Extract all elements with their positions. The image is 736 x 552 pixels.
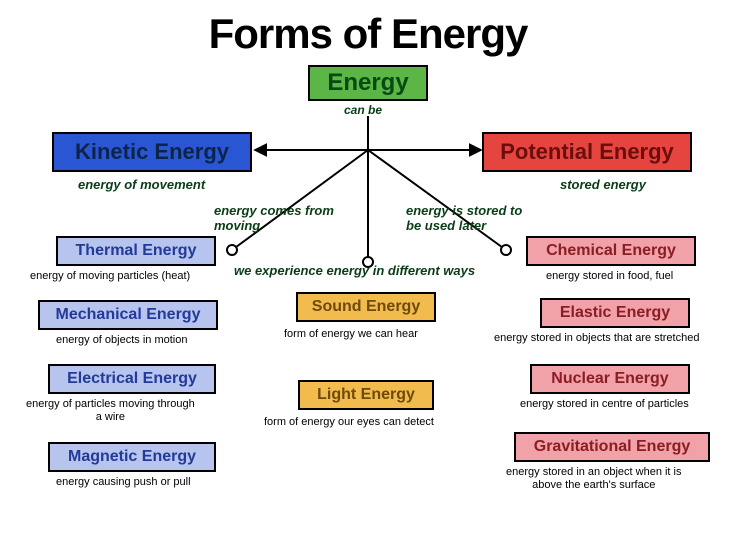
kinetic-type-box-1: Mechanical Energy — [38, 300, 218, 330]
potential-type-desc-0: energy stored in food, fuel — [546, 270, 673, 283]
page-title: Forms of Energy — [0, 0, 736, 58]
mid-label-left: energy comes frommoving — [214, 204, 334, 234]
mid-label-center: we experience energy in different ways — [234, 264, 475, 279]
kinetic-type-box-2: Electrical Energy — [48, 364, 216, 394]
potential-energy-box: Potential Energy — [482, 132, 692, 172]
root-sub-label: can be — [344, 104, 382, 118]
potential-type-label-1: Elastic Energy — [560, 304, 670, 322]
potential-type-box-0: Chemical Energy — [526, 236, 696, 266]
kinetic-type-label-1: Mechanical Energy — [56, 306, 201, 324]
potential-type-box-1: Elastic Energy — [540, 298, 690, 328]
kinetic-type-desc-3: energy causing push or pull — [56, 476, 191, 489]
kinetic-type-desc-1: energy of objects in motion — [56, 334, 187, 347]
kinetic-type-label-3: Magnetic Energy — [68, 448, 196, 466]
potential-type-label-2: Nuclear Energy — [551, 370, 668, 388]
potential-type-box-3: Gravitational Energy — [514, 432, 710, 462]
potential-type-label-3: Gravitational Energy — [534, 438, 691, 456]
kinetic-type-box-0: Thermal Energy — [56, 236, 216, 266]
potential-type-desc-1: energy stored in objects that are stretc… — [494, 332, 699, 345]
experience-type-desc-0: form of energy we can hear — [284, 328, 418, 341]
experience-type-label-1: Light Energy — [317, 386, 415, 404]
kinetic-type-desc-0: energy of moving particles (heat) — [30, 270, 190, 283]
kinetic-sub-label: energy of movement — [78, 178, 205, 193]
kinetic-label: Kinetic Energy — [75, 140, 229, 164]
kinetic-energy-box: Kinetic Energy — [52, 132, 252, 172]
experience-type-box-1: Light Energy — [298, 380, 434, 410]
kinetic-type-box-3: Magnetic Energy — [48, 442, 216, 472]
potential-type-desc-3: energy stored in an object when it isabo… — [506, 466, 682, 491]
experience-type-desc-1: form of energy our eyes can detect — [264, 416, 434, 429]
kinetic-type-label-2: Electrical Energy — [67, 370, 197, 388]
potential-type-label-0: Chemical Energy — [546, 242, 676, 260]
root-label: Energy — [327, 70, 408, 96]
potential-type-box-2: Nuclear Energy — [530, 364, 690, 394]
experience-type-box-0: Sound Energy — [296, 292, 436, 322]
kinetic-type-desc-2: energy of particles moving througha wire — [26, 398, 195, 423]
experience-type-label-0: Sound Energy — [312, 298, 420, 316]
potential-label: Potential Energy — [500, 140, 674, 164]
potential-sub-label: stored energy — [560, 178, 646, 193]
mid-label-right: energy is stored tobe used later — [406, 204, 522, 234]
root-energy-box: Energy — [308, 65, 428, 101]
potential-type-desc-2: energy stored in centre of particles — [520, 398, 689, 411]
kinetic-type-label-0: Thermal Energy — [76, 242, 197, 260]
